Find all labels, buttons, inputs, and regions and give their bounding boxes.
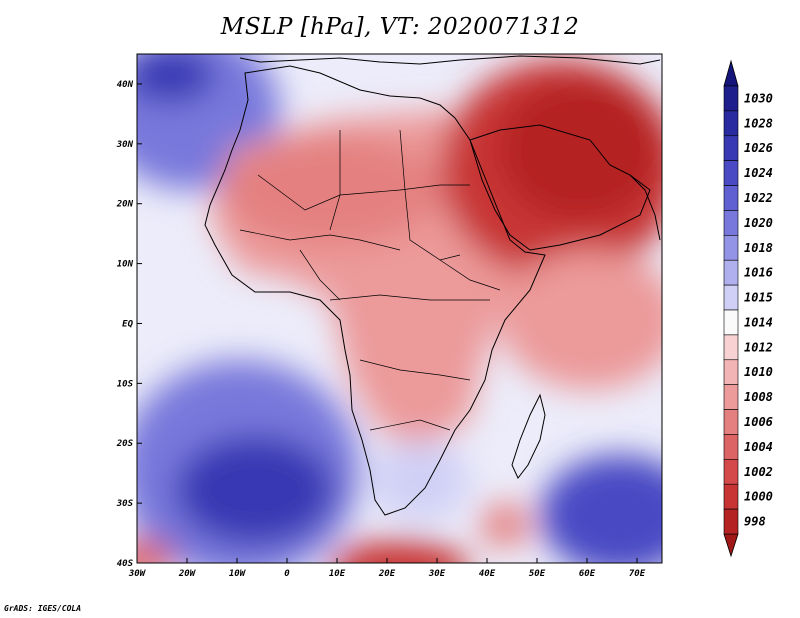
lon-tick-label: 60E	[579, 569, 596, 579]
colorbar-label: 1008	[744, 390, 773, 404]
lon-tick-label: 30E	[428, 569, 446, 579]
lat-tick-label: EQ	[122, 319, 133, 329]
lon-tick-label: 40E	[479, 569, 496, 579]
lat-tick-label: 20S	[116, 439, 134, 449]
coastlines	[204, 55, 661, 516]
colorbar-swatch	[723, 483, 739, 510]
lat-tick-label: 40N	[117, 80, 134, 90]
lat-tick-label: 10S	[117, 379, 134, 389]
colorbar-swatch	[723, 259, 739, 286]
colorbar-label: 1018	[744, 241, 773, 255]
colorbar-swatch	[723, 409, 739, 435]
colorbar-bottom-arrow	[723, 533, 739, 558]
colorbar-label: 1010	[744, 365, 773, 379]
colorbar-swatch	[723, 434, 739, 460]
colorbar-swatch	[723, 235, 739, 261]
colorbar-label: 1022	[744, 191, 773, 205]
chart-title: MSLP [hPa], VT: 2020071312	[220, 14, 580, 40]
colorbar-swatch	[723, 508, 739, 535]
colorbar-swatch	[723, 110, 739, 137]
colorbar-label: 1014	[744, 315, 773, 329]
colorbar-swatch	[723, 284, 739, 311]
colorbar-label: 998	[744, 515, 766, 529]
lat-tick-label: 20N	[116, 200, 134, 210]
grads-credit: GrADS: IGES/COLA	[4, 604, 82, 613]
colorbar-swatch	[723, 185, 739, 211]
lon-tick-label: 50E	[529, 569, 546, 579]
india-coastline	[629, 174, 661, 241]
colorbar-label: 1020	[744, 216, 773, 230]
pressure-field	[137, 54, 662, 563]
lat-tick-label: 30S	[116, 499, 134, 509]
lon-tick-label: 30W	[128, 569, 147, 579]
lon-tick-label: 20E	[378, 569, 396, 579]
colorbar-label: 1024	[744, 166, 773, 180]
colorbar-label: 1026	[744, 141, 773, 155]
colorbar-label: 1004	[744, 440, 773, 454]
colorbar-label: 1016	[744, 266, 773, 280]
colorbar-swatch	[723, 359, 739, 385]
colorbar-label: 1028	[744, 116, 773, 130]
madagascar-coastline	[511, 393, 546, 479]
europe-coastline	[239, 55, 661, 65]
colorbar-swatch	[723, 135, 739, 161]
lon-tick-label: 10E	[329, 569, 346, 579]
country-borders	[239, 129, 501, 431]
colorbar-label: 1006	[744, 415, 773, 429]
colorbar-label: 1015	[744, 291, 773, 305]
colorbar-top-arrow	[723, 59, 739, 87]
colorbar-swatch	[723, 334, 739, 361]
axis-ticks: 30W 20W 10W 0 10E 20E 30E 40E 50E 60E 70E 40N 30N 20N…	[116, 80, 646, 579]
colorbar-swatch	[723, 160, 739, 186]
lon-tick-label: 0	[284, 569, 290, 579]
colorbar-label: 1012	[744, 340, 773, 354]
plot-frame	[136, 53, 663, 564]
colorbar-label: 1000	[744, 490, 773, 504]
africa-coastline	[204, 65, 546, 516]
colorbar-swatch	[723, 459, 739, 485]
colorbar-swatch	[723, 210, 739, 236]
colorbar-swatch	[723, 85, 739, 112]
colorbar-swatch	[723, 384, 739, 410]
lon-tick-label: 20W	[178, 569, 197, 579]
lat-tick-label: 10N	[117, 260, 134, 270]
lon-tick-label: 70E	[629, 569, 646, 579]
lat-tick-label: 40S	[117, 559, 134, 569]
colorbar-label: 1002	[744, 465, 773, 479]
lon-tick-label: 10W	[229, 569, 247, 579]
colorbar-swatch	[723, 309, 739, 336]
lat-tick-label: 30N	[116, 140, 134, 150]
colorbar: 1030 1028 1026 1024 1022 1020 1018 1016 1015 1014…	[723, 59, 773, 558]
arabia-coastline	[469, 124, 651, 251]
colorbar-label: 1030	[744, 91, 773, 105]
